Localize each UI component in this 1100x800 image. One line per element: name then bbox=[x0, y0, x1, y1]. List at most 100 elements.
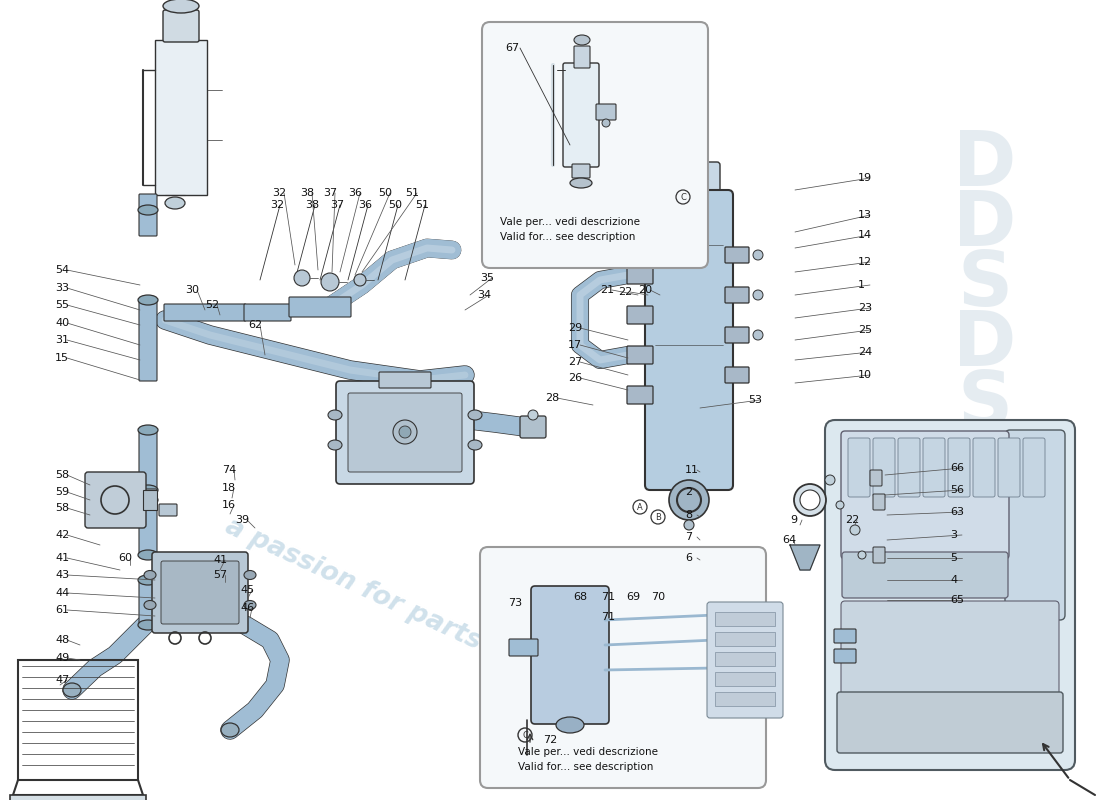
Ellipse shape bbox=[138, 495, 158, 505]
Ellipse shape bbox=[556, 717, 584, 733]
Ellipse shape bbox=[570, 178, 592, 188]
Circle shape bbox=[528, 410, 538, 420]
Text: 16: 16 bbox=[222, 500, 236, 510]
Text: 31: 31 bbox=[55, 335, 69, 345]
FancyBboxPatch shape bbox=[627, 306, 653, 324]
Text: 18: 18 bbox=[222, 483, 236, 493]
Bar bbox=[715, 692, 775, 706]
Ellipse shape bbox=[328, 440, 342, 450]
Circle shape bbox=[754, 290, 763, 300]
Text: 58: 58 bbox=[55, 470, 69, 480]
Text: 74: 74 bbox=[222, 465, 236, 475]
Text: 45: 45 bbox=[240, 585, 254, 595]
Text: 27: 27 bbox=[568, 357, 582, 367]
Circle shape bbox=[754, 330, 763, 340]
Text: 33: 33 bbox=[55, 283, 69, 293]
FancyBboxPatch shape bbox=[85, 472, 146, 528]
Text: Vale per... vedi descrizione: Vale per... vedi descrizione bbox=[500, 217, 640, 227]
FancyBboxPatch shape bbox=[139, 429, 157, 491]
FancyBboxPatch shape bbox=[161, 561, 239, 624]
Text: 71: 71 bbox=[601, 612, 615, 622]
FancyBboxPatch shape bbox=[379, 372, 431, 388]
Text: 72: 72 bbox=[543, 735, 558, 745]
Text: 36: 36 bbox=[358, 200, 372, 210]
FancyBboxPatch shape bbox=[627, 266, 653, 284]
FancyBboxPatch shape bbox=[873, 438, 895, 497]
Text: S: S bbox=[957, 248, 1013, 322]
FancyBboxPatch shape bbox=[842, 552, 1008, 598]
Text: 14: 14 bbox=[858, 230, 872, 240]
Text: 34: 34 bbox=[477, 290, 491, 300]
Text: Valid for... see description: Valid for... see description bbox=[500, 232, 636, 242]
Circle shape bbox=[399, 426, 411, 438]
Ellipse shape bbox=[671, 195, 710, 205]
Text: 29: 29 bbox=[568, 323, 582, 333]
Text: 49: 49 bbox=[55, 653, 69, 663]
Text: 50: 50 bbox=[378, 188, 392, 198]
Text: 5: 5 bbox=[950, 553, 957, 563]
Text: 48: 48 bbox=[55, 635, 69, 645]
Text: C: C bbox=[522, 730, 528, 739]
Text: Valid for... see description: Valid for... see description bbox=[518, 762, 653, 772]
Text: 65: 65 bbox=[950, 595, 964, 605]
Text: 22: 22 bbox=[618, 287, 632, 297]
Text: 26: 26 bbox=[568, 373, 582, 383]
Text: a passion for parts since 1995: a passion for parts since 1995 bbox=[221, 514, 639, 726]
Text: 46: 46 bbox=[240, 603, 254, 613]
Text: 36: 36 bbox=[348, 188, 362, 198]
Text: 40: 40 bbox=[55, 318, 69, 328]
Text: 56: 56 bbox=[950, 485, 964, 495]
Ellipse shape bbox=[144, 601, 156, 610]
Ellipse shape bbox=[138, 550, 158, 560]
Text: 24: 24 bbox=[858, 347, 872, 357]
FancyBboxPatch shape bbox=[707, 602, 783, 718]
Text: 64: 64 bbox=[782, 535, 796, 545]
Text: D: D bbox=[954, 128, 1016, 202]
FancyBboxPatch shape bbox=[139, 299, 157, 381]
Circle shape bbox=[850, 525, 860, 535]
Text: B: B bbox=[656, 513, 661, 522]
Circle shape bbox=[674, 161, 706, 193]
Ellipse shape bbox=[138, 485, 158, 495]
FancyBboxPatch shape bbox=[336, 381, 474, 484]
Ellipse shape bbox=[244, 601, 256, 610]
Text: 71: 71 bbox=[601, 592, 615, 602]
FancyBboxPatch shape bbox=[139, 489, 157, 501]
Ellipse shape bbox=[244, 570, 256, 579]
Text: S: S bbox=[957, 368, 1013, 442]
FancyBboxPatch shape bbox=[725, 327, 749, 343]
FancyBboxPatch shape bbox=[480, 547, 766, 788]
Text: 51: 51 bbox=[405, 188, 419, 198]
Text: 28: 28 bbox=[544, 393, 559, 403]
FancyBboxPatch shape bbox=[139, 194, 157, 236]
Text: 7: 7 bbox=[685, 532, 692, 542]
Text: 60: 60 bbox=[118, 553, 132, 563]
Circle shape bbox=[321, 273, 339, 291]
Circle shape bbox=[669, 480, 710, 520]
Text: 12: 12 bbox=[858, 257, 872, 267]
Ellipse shape bbox=[138, 575, 158, 585]
Text: 57: 57 bbox=[213, 570, 227, 580]
FancyBboxPatch shape bbox=[659, 162, 720, 200]
Text: 58: 58 bbox=[55, 503, 69, 513]
Text: 62: 62 bbox=[248, 320, 262, 330]
Text: 66: 66 bbox=[950, 463, 964, 473]
Text: 52: 52 bbox=[205, 300, 219, 310]
Text: 54: 54 bbox=[55, 265, 69, 275]
Bar bbox=[715, 652, 775, 666]
Text: 19: 19 bbox=[858, 173, 872, 183]
FancyBboxPatch shape bbox=[725, 247, 749, 263]
Circle shape bbox=[794, 484, 826, 516]
FancyBboxPatch shape bbox=[725, 367, 749, 383]
FancyBboxPatch shape bbox=[509, 639, 538, 656]
Text: 30: 30 bbox=[185, 285, 199, 295]
FancyBboxPatch shape bbox=[574, 46, 590, 68]
Ellipse shape bbox=[468, 440, 482, 450]
FancyBboxPatch shape bbox=[873, 547, 886, 563]
Text: 69: 69 bbox=[626, 592, 640, 602]
Circle shape bbox=[684, 520, 694, 530]
Circle shape bbox=[294, 270, 310, 286]
Text: 55: 55 bbox=[55, 300, 69, 310]
Ellipse shape bbox=[328, 410, 342, 420]
FancyBboxPatch shape bbox=[923, 438, 945, 497]
